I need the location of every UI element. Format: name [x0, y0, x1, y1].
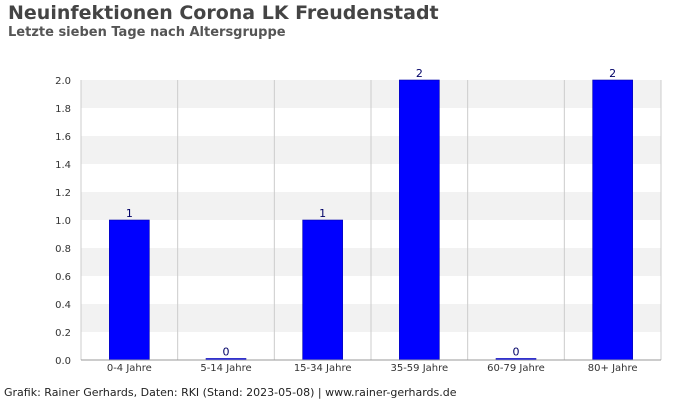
chart-subtitle: Letzte sieben Tage nach Altersgruppe [8, 25, 286, 40]
x-tick-label: 0-4 Jahre [107, 363, 152, 374]
data-label: 2 [609, 67, 616, 80]
y-tick-label: 1.2 [55, 188, 71, 199]
y-tick-label: 2.0 [55, 76, 71, 87]
chart-title: Neuinfektionen Corona LK Freudenstadt [8, 2, 439, 24]
x-tick-label: 60-79 Jahre [487, 363, 545, 374]
y-tick-label: 1.0 [55, 216, 71, 227]
vertical-gridlines [80, 80, 662, 360]
y-tick-label: 0.8 [55, 244, 71, 255]
data-label: 0 [513, 346, 520, 359]
x-tick-label: 80+ Jahre [588, 363, 638, 374]
bars [109, 79, 633, 361]
bar [592, 79, 633, 361]
data-label: 1 [319, 207, 326, 220]
data-label: 2 [416, 67, 423, 80]
data-label: 1 [126, 207, 133, 220]
x-tick-label: 15-34 Jahre [294, 363, 352, 374]
data-label: 0 [223, 346, 230, 359]
y-tick-label: 1.8 [55, 104, 71, 115]
y-tick-label: 0.0 [55, 356, 71, 367]
x-tick-label: 5-14 Jahre [200, 363, 251, 374]
bar [109, 219, 150, 361]
bar [302, 219, 343, 361]
source-credit: Grafik: Rainer Gerhards, Daten: RKI (Sta… [4, 386, 457, 399]
y-tick-label: 0.4 [55, 300, 71, 311]
y-axis-ticks: 0.0 0.2 0.4 0.6 0.8 1.0 1.2 1.4 1.6 1.8 2.0 [55, 76, 71, 367]
data-labels: 1 0 1 2 0 2 [126, 67, 616, 359]
bar [399, 79, 440, 361]
y-tick-label: 0.2 [55, 328, 71, 339]
y-tick-label: 1.4 [55, 160, 71, 171]
y-tick-label: 0.6 [55, 272, 71, 283]
x-axis-labels: 0-4 Jahre 5-14 Jahre 15-34 Jahre 35-59 Jahr… [107, 363, 638, 374]
x-tick-label: 35-59 Jahre [390, 363, 448, 374]
y-tick-label: 1.6 [55, 132, 71, 143]
